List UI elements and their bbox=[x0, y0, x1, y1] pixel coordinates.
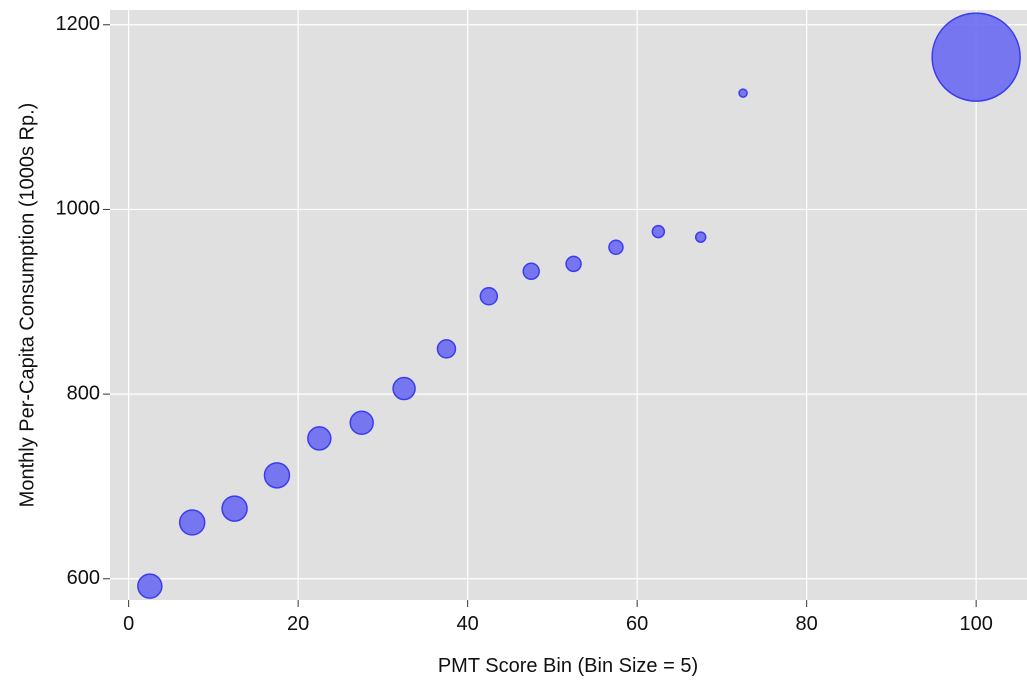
x-tick-label: 60 bbox=[626, 613, 648, 635]
x-tick-label: 20 bbox=[287, 613, 309, 635]
bubble bbox=[436, 339, 457, 359]
bubble bbox=[307, 426, 332, 451]
bubble bbox=[392, 376, 416, 401]
bubble bbox=[931, 12, 1021, 102]
x-tick-label: 0 bbox=[123, 613, 134, 635]
y-tick-label: 1200 bbox=[56, 13, 101, 35]
bubble bbox=[479, 286, 499, 306]
x-tick-label: 80 bbox=[796, 613, 818, 635]
y-axis-label: Monthly Per-Capita Consumption (1000s Rp… bbox=[16, 103, 38, 508]
y-tick-label: 600 bbox=[67, 567, 100, 589]
bubble bbox=[178, 509, 206, 536]
bubble bbox=[137, 573, 163, 599]
x-tick-label: 100 bbox=[959, 613, 992, 635]
bubble bbox=[263, 462, 291, 489]
bubble bbox=[694, 231, 707, 243]
y-tick-label: 1000 bbox=[56, 198, 101, 220]
bubble bbox=[522, 262, 540, 281]
bubble bbox=[221, 495, 248, 522]
bubble bbox=[349, 410, 374, 435]
bubble bbox=[608, 239, 624, 256]
bubble bbox=[565, 255, 582, 273]
bubble bbox=[738, 88, 748, 98]
bubble bbox=[651, 224, 666, 239]
plot-area bbox=[110, 10, 1027, 600]
x-axis-label: PMT Score Bin (Bin Size = 5) bbox=[438, 655, 698, 677]
y-tick-label: 800 bbox=[67, 382, 100, 404]
x-tick-label: 40 bbox=[457, 613, 479, 635]
